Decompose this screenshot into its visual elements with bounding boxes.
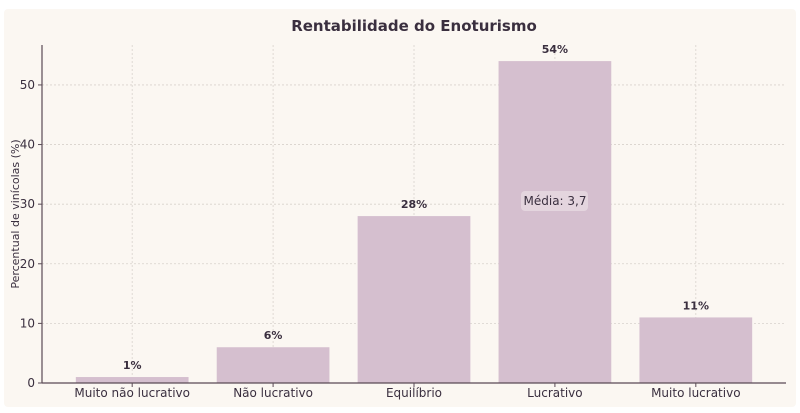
y-tick-label: 50 [20,78,35,92]
bar [75,377,189,383]
bar [357,216,471,383]
data-label: 28% [401,198,427,211]
axes: 0 10 20 30 40 50 Muito não lucrativo Não lucrat… [20,45,786,400]
data-label: 54% [542,43,568,56]
mean-annotation-box [521,191,588,211]
y-tick-label: 10 [20,316,35,330]
data-label: 6% [264,329,283,342]
x-tick-label: Muito não lucrativo [74,386,190,400]
chart-title: Rentabilidade do Enoturismo [291,17,537,35]
x-tick-label: Equilíbrio [386,386,442,400]
bars: 1% 6% 28% 54% 11% [75,43,753,383]
x-tick-label: Lucrativo [527,386,582,400]
bar [498,61,612,383]
y-tick-label: 0 [27,376,35,390]
y-axis-label: Percentual de vinícolas (%) [9,139,22,288]
mean-annotation: Média: 3,7 [521,191,588,211]
x-tick-label: Não lucrativo [233,386,313,400]
y-tick-label: 30 [20,197,35,211]
bar [216,347,330,383]
y-tick-label: 20 [20,257,35,271]
data-label: 1% [123,359,142,372]
y-tick-label: 40 [20,138,35,152]
data-label: 11% [683,299,709,312]
x-tick-label: Muito lucrativo [651,386,740,400]
mean-annotation-text: Média: 3,7 [524,194,587,208]
bar [639,317,753,383]
